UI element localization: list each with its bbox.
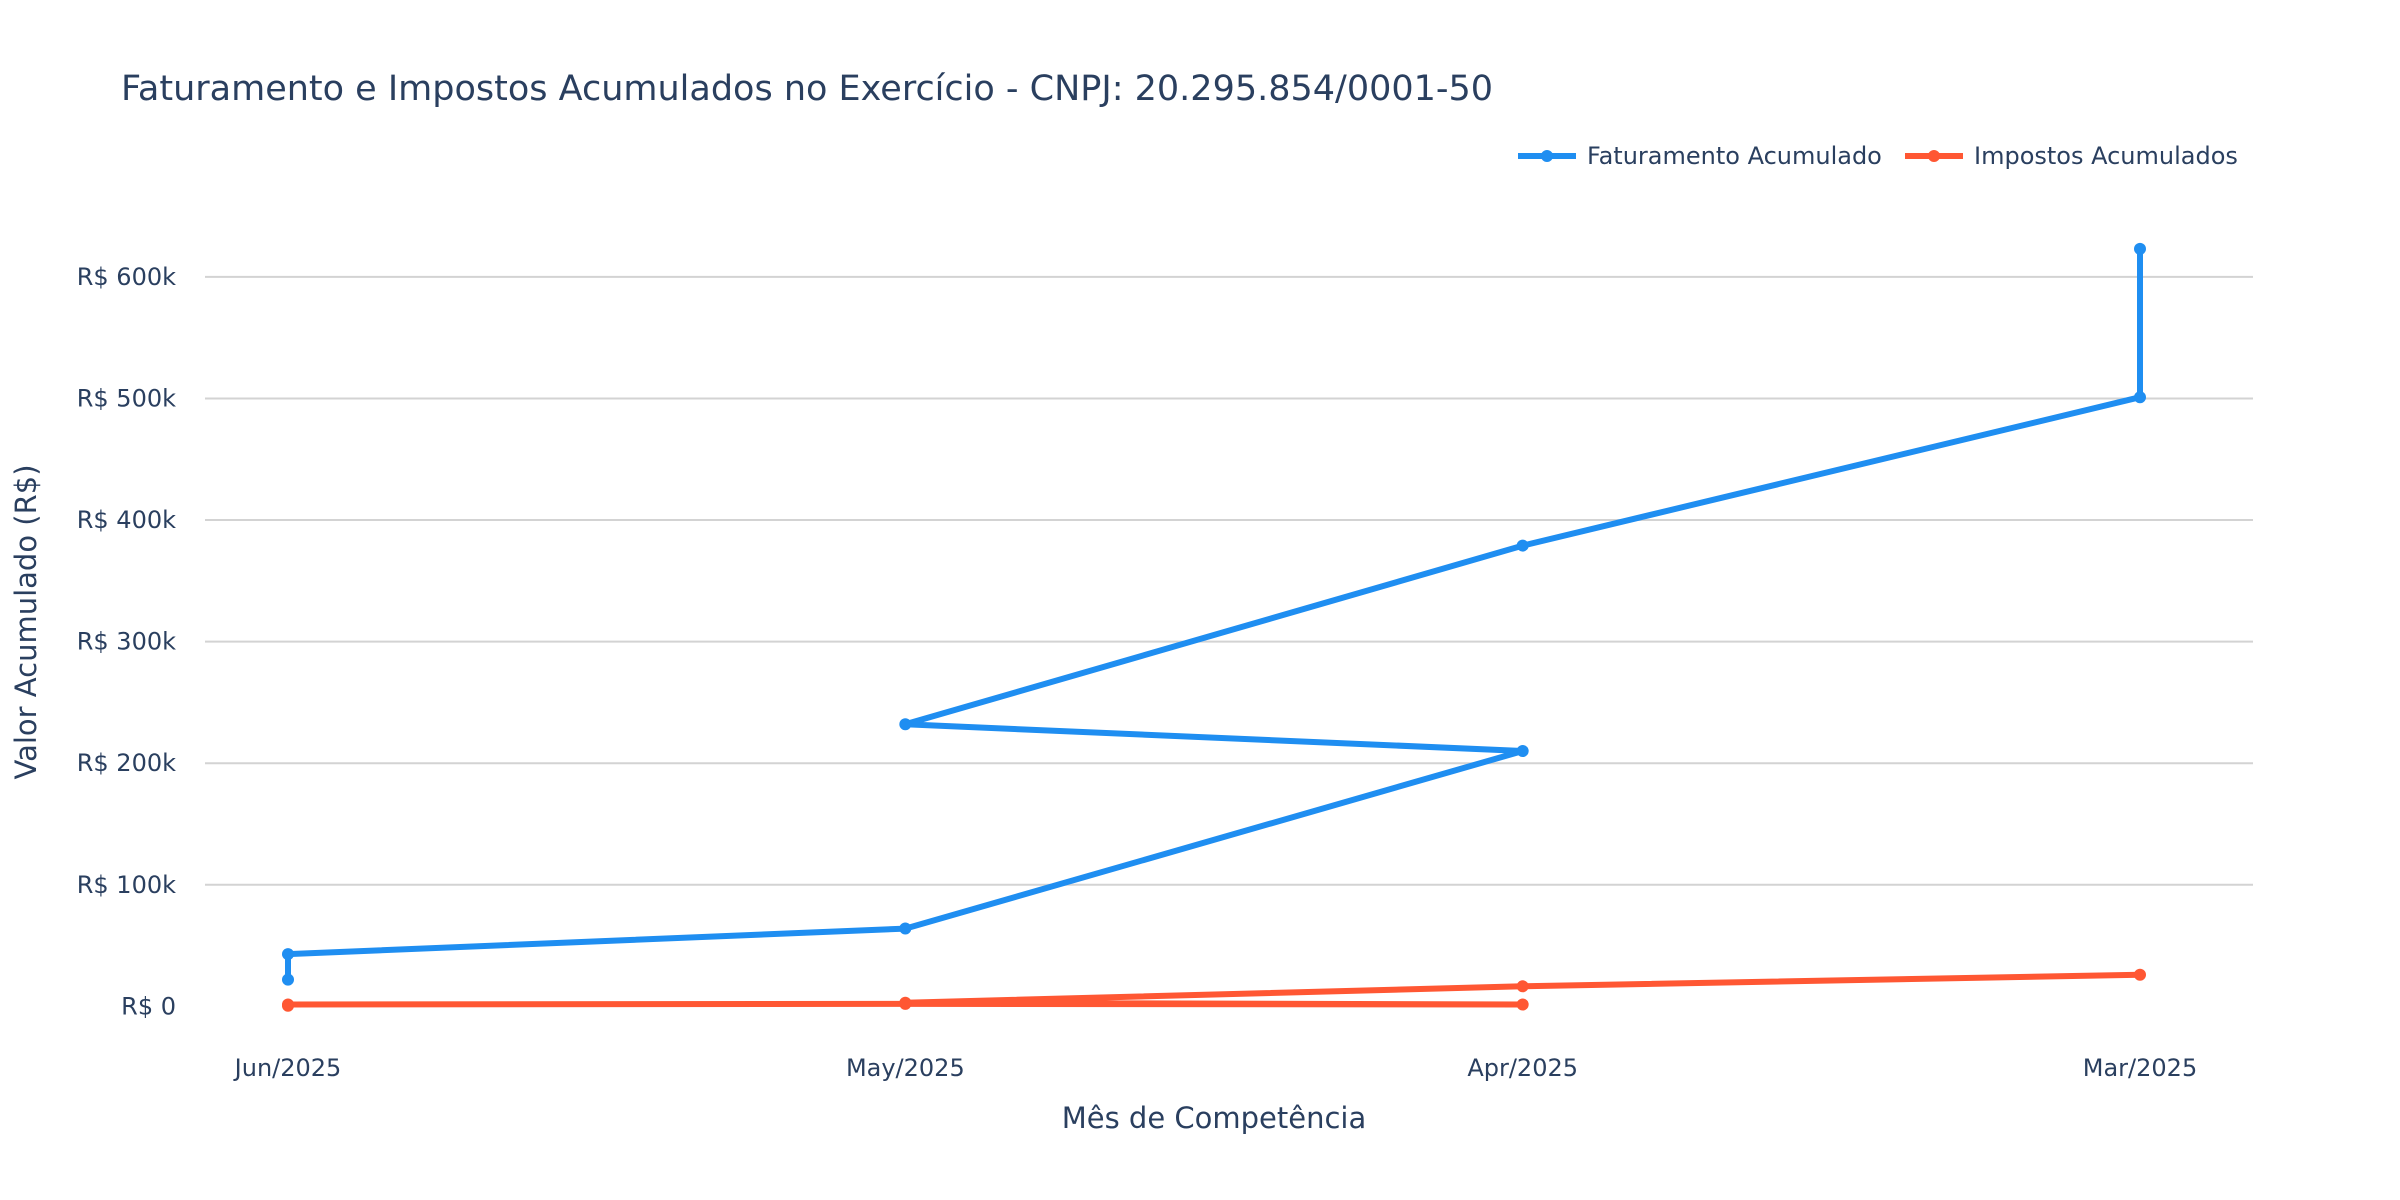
chart-title: Faturamento e Impostos Acumulados no Exe… — [121, 69, 1493, 109]
x-tick-label: May/2025 — [846, 1054, 965, 1082]
x-axis-ticks: Jun/2025 May/2025 Apr/2025 Mar/2025 — [233, 1054, 2198, 1082]
data-point — [2134, 968, 2146, 981]
y-tick-label: R$ 200k — [77, 749, 176, 777]
legend-label: Impostos Acumulados — [1974, 142, 2238, 170]
data-point — [2134, 391, 2146, 404]
data-point — [282, 973, 294, 986]
x-axis-title: Mês de Competência — [1062, 1101, 1367, 1135]
y-tick-label: R$ 600k — [77, 263, 176, 291]
data-point — [1516, 539, 1529, 552]
legend: Faturamento Acumulado Impostos Acumulados — [1518, 142, 2238, 170]
data-point — [1516, 980, 1529, 993]
y-axis-ticks: R$ 0 R$ 100k R$ 200k R$ 300k R$ 400k R$ 500k R… — [77, 263, 176, 1020]
gridlines — [205, 275, 2253, 886]
series-line — [285, 971, 2143, 1009]
data-point — [899, 922, 912, 935]
data-point — [899, 996, 912, 1009]
legend-marker — [1928, 150, 1940, 162]
x-tick-label: Mar/2025 — [2083, 1054, 2197, 1082]
x-tick-label: Jun/2025 — [233, 1054, 342, 1082]
series-line — [285, 245, 2143, 983]
y-tick-label: R$ 400k — [77, 506, 176, 534]
x-tick-label: Apr/2025 — [1467, 1054, 1578, 1082]
data-point — [282, 948, 294, 961]
legend-label: Faturamento Acumulado — [1587, 142, 1882, 170]
y-tick-label: R$ 500k — [77, 384, 176, 412]
data-point — [1516, 998, 1529, 1011]
data-point — [282, 998, 294, 1011]
y-tick-label: R$ 100k — [77, 871, 176, 899]
data-point — [2134, 242, 2146, 255]
y-axis-title: Valor Acumulado (R$) — [9, 464, 43, 779]
data-point — [899, 718, 912, 731]
y-tick-label: R$ 0 — [121, 992, 176, 1020]
y-tick-label: R$ 300k — [77, 628, 176, 656]
data-point — [1516, 745, 1529, 758]
series-lines — [285, 245, 2143, 1009]
series-points — [282, 242, 2146, 1012]
legend-marker — [1541, 150, 1553, 162]
